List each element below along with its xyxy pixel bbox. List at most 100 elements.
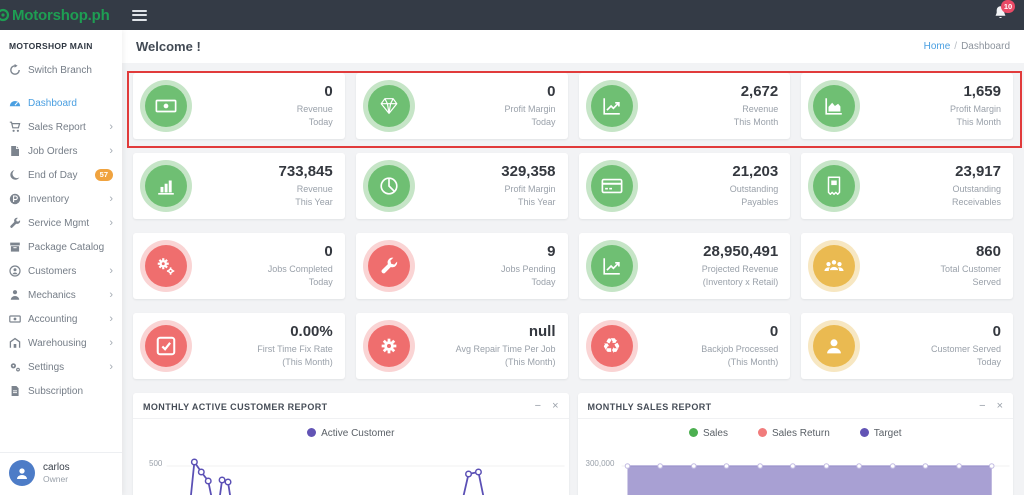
stat-label: Profit Margin Today	[504, 103, 556, 128]
clipboard-icon	[9, 145, 21, 157]
stat-card-avg-repair-time: null Avg Repair Time Per Job (This Month)	[355, 313, 568, 379]
gem-icon	[367, 85, 410, 127]
stat-value: 0	[547, 82, 556, 100]
user-profile[interactable]: carlos Owner	[0, 452, 122, 495]
chevron-right-icon: ›	[109, 217, 113, 229]
close-icon[interactable]: ×	[996, 400, 1003, 412]
sidebar-item-accounting[interactable]: Accounting ›	[0, 307, 122, 331]
breadcrumb-home-link[interactable]: Home	[923, 41, 951, 52]
stat-value: 9	[547, 242, 556, 260]
stat-card-revenue-this-year: 733,845 Revenue This Year	[133, 153, 345, 219]
stat-value: 0	[992, 322, 1001, 340]
stat-value: 28,950,491	[703, 242, 779, 260]
legend-dot-sales-return	[757, 428, 767, 437]
chart-legend: Active Customer	[133, 428, 569, 439]
stat-card-profit-margin-this-year: 329,358 Profit Margin This Year	[355, 153, 568, 219]
user-role: Owner	[43, 474, 69, 484]
notification-count-badge: 10	[1001, 0, 1015, 13]
stat-value: null	[528, 322, 556, 340]
sidebar-item-service-mgmt[interactable]: Service Mgmt ›	[0, 211, 122, 235]
stat-label: Revenue This Year	[295, 183, 333, 208]
chevron-right-icon: ›	[109, 193, 113, 205]
stat-card-outstanding-receivables: 23,917 Outstanding Receivables	[801, 153, 1013, 219]
moon-icon	[9, 169, 21, 181]
wrench-icon	[9, 217, 21, 229]
legend-dot-target	[859, 428, 869, 437]
notifications-button[interactable]: 10	[993, 0, 1015, 26]
sidebar-item-subscription[interactable]: Subscription	[0, 379, 122, 403]
stat-card-jobs-pending-today: 9 Jobs Pending Today	[355, 233, 568, 299]
panel-title: MONTHLY ACTIVE CUSTOMER REPORT	[143, 401, 328, 412]
cogs-icon	[145, 245, 187, 287]
stat-card-revenue-today: 0 Revenue Today	[133, 73, 345, 139]
legend-dot-active-customer	[307, 428, 317, 437]
money-icon	[9, 313, 21, 325]
stat-card-profit-margin-today: 0 Profit Margin Today	[355, 73, 568, 139]
chart-bar-icon	[145, 165, 187, 207]
stat-label: Customer Served Today	[930, 343, 1001, 368]
top-navbar: Motorshop.ph 10	[0, 0, 1024, 30]
chevron-right-icon: ›	[109, 337, 113, 349]
stat-label: Total Customer Served	[940, 263, 1001, 288]
content-header: Welcome ! Home / Dashboard	[122, 30, 1024, 63]
stat-card-first-time-fix-rate: 0.00% First Time Fix Rate (This Month)	[133, 313, 345, 379]
sidebar-item-sales-report[interactable]: Sales Report ›	[0, 115, 122, 139]
main-content: Welcome ! Home / Dashboard 0 Revenue Today …	[122, 30, 1024, 495]
banknote-icon	[145, 85, 187, 127]
stat-label: Revenue This Month	[733, 103, 779, 128]
chevron-right-icon: ›	[109, 289, 113, 301]
brand-name: Motorshop.ph	[12, 6, 110, 24]
recycle-icon: ♻	[590, 325, 633, 367]
stat-card-outstanding-payables: 21,203 Outstanding Payables	[578, 153, 791, 219]
stat-label: Profit Margin This Year	[504, 183, 556, 208]
page-title: Welcome !	[136, 39, 201, 54]
minimize-icon[interactable]: −	[979, 400, 986, 412]
chart-line-icon	[590, 85, 633, 127]
y-axis-tick: 300,000	[585, 459, 615, 468]
mechanic-icon	[9, 289, 21, 301]
close-icon[interactable]: ×	[552, 400, 559, 412]
sidebar-item-warehousing[interactable]: Warehousing ›	[0, 331, 122, 355]
hamburger-menu-icon[interactable]	[132, 9, 147, 21]
minimize-icon[interactable]: −	[534, 400, 542, 412]
legend-dot-sales	[688, 428, 698, 437]
sidebar-item-package-catalog[interactable]: Package Catalog	[0, 235, 122, 259]
monthly-active-customer-report-panel: MONTHLY ACTIVE CUSTOMER REPORT − × Activ…	[133, 393, 569, 495]
stat-value: 0	[324, 242, 333, 260]
stat-card-profit-margin-this-month: 1,659 Profit Margin This Month	[801, 73, 1013, 139]
check-square-icon	[145, 325, 187, 367]
chevron-right-icon: ›	[109, 145, 113, 157]
sidebar-item-switch-branch[interactable]: Switch Branch	[0, 58, 122, 82]
sidebar-item-dashboard[interactable]: Dashboard	[0, 91, 122, 115]
stat-label: Projected Revenue (Inventory x Retail)	[701, 263, 779, 288]
sidebar-section-label: MOTORSHOP MAIN	[9, 41, 93, 51]
stat-label: Outstanding Receivables	[951, 183, 1001, 208]
chart-pie-icon	[367, 165, 410, 207]
product-icon	[9, 193, 21, 205]
y-axis-tick: 500	[149, 459, 163, 468]
sidebar-item-end-of-day[interactable]: End of Day 57	[0, 163, 122, 187]
stat-label: Profit Margin This Month	[949, 103, 1001, 128]
sidebar-item-inventory[interactable]: Inventory ›	[0, 187, 122, 211]
dashboard-icon	[9, 97, 21, 109]
sidebar-item-mechanics[interactable]: Mechanics ›	[0, 283, 122, 307]
stat-card-revenue-this-month: 2,672 Revenue This Month	[578, 73, 791, 139]
users-icon	[813, 245, 856, 287]
user-circle-icon	[9, 265, 21, 277]
sidebar: MOTORSHOP MAIN Switch Branch Dashboard S…	[0, 30, 122, 495]
sidebar-item-customers[interactable]: Customers ›	[0, 259, 122, 283]
credit-card-icon	[590, 165, 633, 207]
gear-icon	[367, 325, 410, 367]
sidebar-item-job-orders[interactable]: Job Orders ›	[0, 139, 122, 163]
stat-card-jobs-completed-today: 0 Jobs Completed Today	[133, 233, 345, 299]
file-icon	[9, 385, 21, 397]
avatar	[9, 460, 35, 486]
stat-value: 860	[975, 242, 1001, 260]
stat-value: 0.00%	[290, 322, 333, 340]
panel-title: MONTHLY SALES REPORT	[587, 401, 712, 412]
sidebar-item-settings[interactable]: Settings ›	[0, 355, 122, 379]
monthly-sales-report-panel: MONTHLY SALES REPORT − × Sales Sales Ret…	[577, 393, 1013, 495]
brand[interactable]: Motorshop.ph	[0, 7, 122, 24]
stat-card-projected-revenue: 28,950,491 Projected Revenue (Inventory x…	[578, 233, 791, 299]
chart-area-icon	[813, 85, 856, 127]
